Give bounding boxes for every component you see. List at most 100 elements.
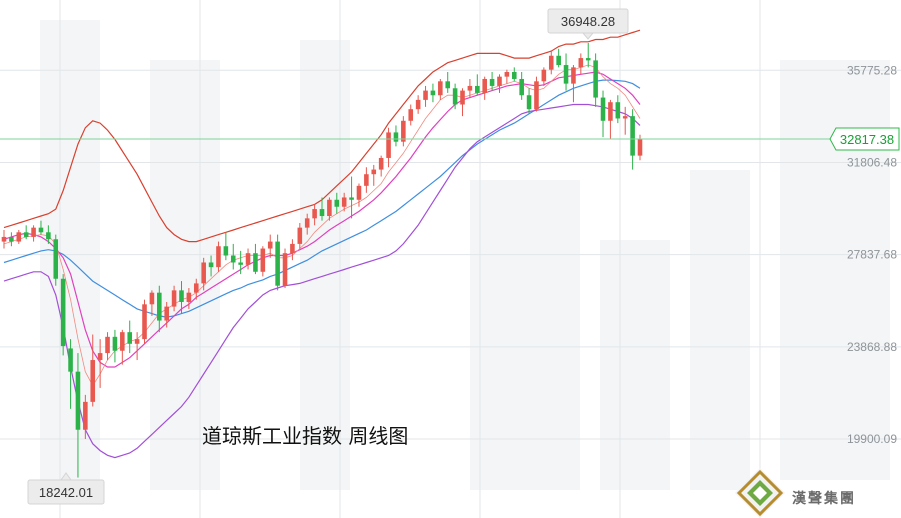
candle-body	[68, 348, 73, 372]
candle-body	[312, 209, 317, 219]
candlestick	[408, 104, 414, 126]
candlestick	[526, 88, 532, 114]
candle-body	[208, 262, 214, 268]
candle-body	[260, 248, 266, 272]
candlestick	[120, 329, 125, 365]
candlestick	[489, 72, 495, 91]
candle-body	[105, 336, 110, 354]
candlestick	[127, 320, 133, 354]
brand-logo: 漢聲集團	[735, 468, 854, 518]
candle-body	[75, 371, 81, 430]
candlestick	[585, 43, 591, 68]
candlestick	[216, 241, 221, 272]
candlestick	[186, 288, 192, 309]
candle-body	[157, 292, 162, 321]
candlestick	[171, 285, 177, 312]
candle-body	[1, 236, 7, 242]
candle-body	[556, 55, 561, 66]
candlestick	[378, 155, 384, 177]
candle-body	[460, 90, 465, 105]
candle-body	[423, 90, 428, 100]
candlestick	[445, 72, 451, 93]
candlestick	[260, 246, 266, 277]
candlestick	[393, 125, 399, 147]
candle-body	[238, 262, 243, 265]
candle-body	[38, 227, 44, 233]
candlestick	[571, 65, 576, 103]
candle-body	[319, 209, 325, 217]
candle-body	[386, 132, 391, 158]
candle-body	[438, 81, 443, 96]
candle-body	[585, 58, 591, 61]
candle-body	[630, 116, 635, 156]
candle-body	[489, 78, 495, 86]
candlestick	[482, 76, 487, 100]
candlestick	[223, 232, 229, 261]
candle-body	[179, 290, 184, 302]
candle-body	[378, 157, 384, 170]
candlestick	[615, 95, 621, 124]
brand-diamond-icon	[735, 468, 785, 518]
candlestick	[541, 67, 547, 86]
candlestick	[423, 85, 428, 107]
candlestick	[511, 67, 517, 82]
candlestick	[105, 332, 110, 361]
candle-body	[475, 85, 480, 93]
line-ma-magenta	[3, 71, 641, 368]
candle-body	[334, 199, 340, 207]
candle-body	[290, 243, 295, 254]
low-callout: 18242.01	[27, 472, 105, 505]
candlestick	[578, 53, 584, 75]
candle-body	[364, 174, 369, 186]
candlestick	[356, 183, 362, 207]
candlestick	[1, 229, 7, 249]
candle-body	[371, 169, 377, 175]
candlestick	[275, 234, 280, 291]
candle-body	[622, 116, 628, 119]
candlestick	[164, 301, 169, 328]
candle-body	[46, 232, 51, 240]
candle-body	[53, 239, 59, 279]
y-tick-label: 23868.88	[847, 340, 897, 354]
candle-body	[253, 253, 258, 272]
candlestick	[334, 192, 340, 214]
candle-body	[216, 246, 221, 268]
candle-body	[571, 67, 576, 84]
candle-body	[282, 253, 288, 286]
candlestick	[304, 213, 310, 235]
candlestick	[9, 232, 14, 247]
candle-body	[186, 292, 192, 302]
candlestick	[297, 222, 303, 249]
candle-body	[90, 360, 96, 402]
candlestick	[504, 69, 510, 84]
candle-body	[127, 332, 133, 344]
candlestick-series	[1, 43, 643, 478]
candlestick	[460, 88, 465, 117]
candlestick	[83, 394, 88, 440]
candle-body	[164, 306, 169, 321]
candle-body	[600, 97, 606, 121]
low-value-label: 18242.01	[39, 485, 93, 500]
y-tick-label: 19900.09	[847, 432, 897, 446]
candlestick	[46, 225, 51, 244]
candle-body	[83, 401, 88, 430]
candlestick	[68, 339, 73, 409]
candle-body	[467, 85, 473, 91]
candlestick	[267, 234, 273, 258]
y-tick-label: 27837.68	[847, 248, 897, 262]
candlestick	[201, 257, 206, 291]
candle-body	[563, 65, 569, 84]
last-price-tag	[829, 127, 900, 151]
high-callout: 36948.28	[547, 8, 629, 40]
candle-body	[511, 72, 517, 79]
candlestick	[475, 74, 480, 96]
candlestick	[430, 83, 436, 103]
line-ma-thin	[3, 64, 641, 387]
candlestick	[519, 72, 524, 100]
candle-body	[304, 218, 310, 228]
chart-title: 道琼斯工业指数 周线图	[202, 424, 408, 448]
candle-body	[23, 232, 29, 237]
candlestick	[112, 329, 118, 363]
